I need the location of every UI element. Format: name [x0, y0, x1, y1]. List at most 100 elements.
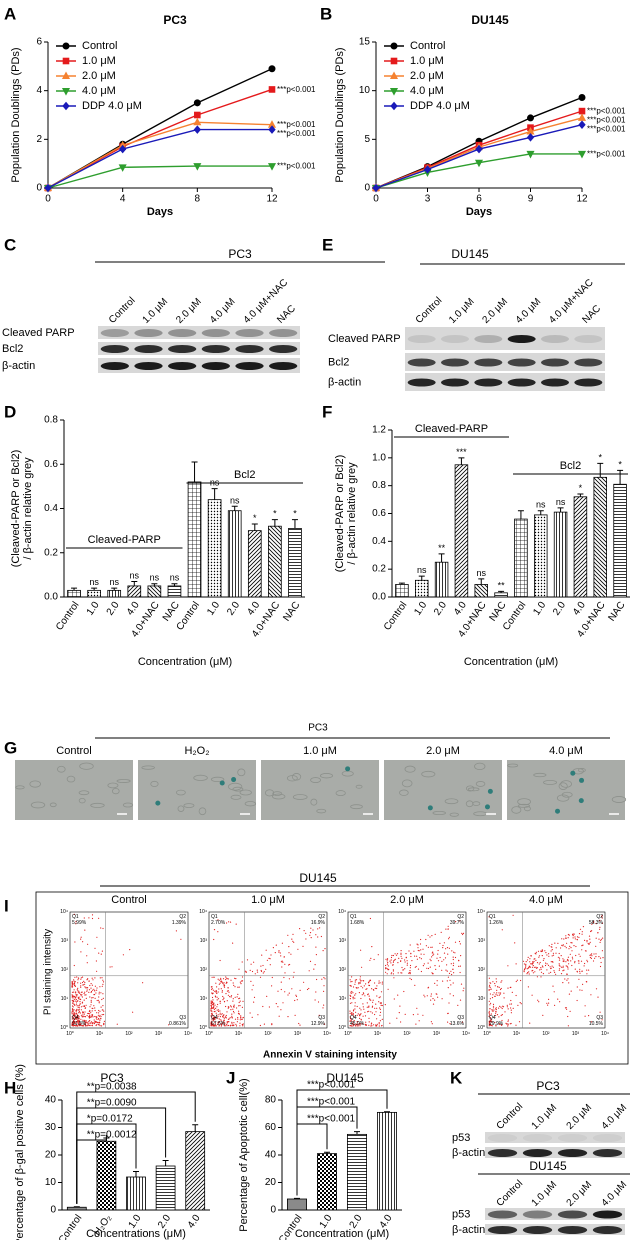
event-dot — [374, 1007, 376, 1009]
event-dot — [232, 1000, 234, 1002]
event-dot — [102, 1009, 104, 1011]
event-dot — [462, 990, 464, 992]
event-dot — [227, 1007, 229, 1009]
event-dot — [562, 944, 564, 946]
blot-band — [235, 362, 264, 370]
event-dot — [416, 955, 418, 957]
significance-label: * — [618, 459, 622, 469]
cell — [237, 768, 246, 777]
event-dot — [419, 957, 421, 959]
event-dot — [91, 984, 93, 986]
event-dot — [289, 963, 291, 966]
annotation: ***p<0.001 — [587, 107, 626, 116]
event-dot — [215, 990, 217, 992]
event-dot — [490, 1013, 492, 1015]
event-dot — [91, 1010, 93, 1012]
annotation: ***p<0.001 — [277, 162, 316, 171]
cell — [57, 765, 66, 773]
event-dot — [361, 966, 363, 968]
event-dot — [79, 1012, 81, 1014]
event-dot — [211, 976, 213, 978]
event-dot — [84, 929, 86, 931]
event-dot — [77, 1020, 79, 1022]
bar — [147, 585, 162, 598]
event-dot — [72, 999, 74, 1001]
event-dot — [94, 1009, 96, 1012]
event-dot — [507, 1025, 509, 1027]
event-dot — [78, 990, 80, 992]
event-dot — [215, 1025, 217, 1027]
event-dot — [599, 926, 601, 929]
event-dot — [216, 1009, 218, 1011]
event-dot — [295, 994, 297, 996]
event-dot — [222, 995, 224, 998]
event-dot — [241, 980, 243, 982]
stained-cell — [219, 780, 225, 786]
quadrant-value: 12.9% — [311, 1021, 326, 1027]
event-dot — [599, 919, 601, 921]
event-dot — [225, 1014, 227, 1017]
event-dot — [558, 957, 561, 959]
event-dot — [220, 978, 222, 981]
event-dot — [443, 959, 445, 961]
comparison-label: ***p<0.001 — [307, 1097, 356, 1108]
event-dot — [367, 982, 370, 984]
y-tick-label: 10 — [359, 85, 371, 96]
event-dot — [224, 1022, 226, 1024]
event-dot — [503, 992, 505, 994]
event-dot — [76, 1008, 78, 1011]
event-dot — [566, 1008, 568, 1010]
event-dot — [71, 999, 73, 1002]
event-dot — [242, 1023, 244, 1025]
blot-band — [168, 362, 197, 370]
event-dot — [259, 1024, 261, 1027]
event-dot — [528, 965, 530, 967]
event-dot — [529, 958, 531, 960]
event-dot — [74, 941, 76, 943]
event-dot — [378, 1001, 380, 1003]
event-dot — [408, 950, 410, 952]
event-dot — [210, 1025, 212, 1027]
y-tick-label: 0.0 — [372, 592, 386, 603]
event-dot — [552, 954, 555, 956]
event-dot — [81, 996, 83, 998]
event-dot — [80, 951, 82, 953]
event-dot — [213, 938, 215, 941]
cell — [232, 786, 244, 792]
event-dot — [496, 994, 498, 996]
event-dot — [287, 934, 289, 936]
event-dot — [355, 1025, 357, 1027]
blot-strip — [405, 327, 605, 350]
quadrant-value: 2.70% — [211, 920, 226, 926]
event-dot — [82, 941, 84, 943]
event-dot — [352, 986, 355, 988]
error-bar — [192, 1124, 199, 1132]
event-dot — [213, 1005, 215, 1008]
stained-cell — [579, 777, 585, 783]
event-dot — [368, 1010, 370, 1012]
event-dot — [244, 970, 246, 972]
event-dot — [500, 987, 502, 990]
event-dot — [379, 996, 381, 998]
event-dot — [589, 954, 591, 957]
event-dot — [232, 998, 234, 1000]
event-dot — [76, 1017, 78, 1019]
cell — [79, 762, 94, 770]
event-dot — [574, 960, 576, 963]
quadrant-value: 1.26% — [489, 920, 504, 926]
error-bar — [91, 587, 98, 591]
event-dot — [452, 956, 454, 958]
event-dot — [77, 1016, 79, 1018]
event-dot — [390, 956, 393, 959]
quadrant-name: Q1 — [350, 914, 357, 920]
event-dot — [498, 986, 500, 989]
event-dot — [216, 992, 218, 994]
event-dot — [217, 931, 219, 933]
event-dot — [229, 1017, 231, 1019]
event-dot — [500, 1014, 502, 1017]
event-dot — [447, 928, 449, 930]
event-dot — [415, 1023, 417, 1025]
event-dot — [71, 981, 73, 983]
event-dot — [95, 1016, 97, 1018]
blot-band — [269, 362, 298, 370]
